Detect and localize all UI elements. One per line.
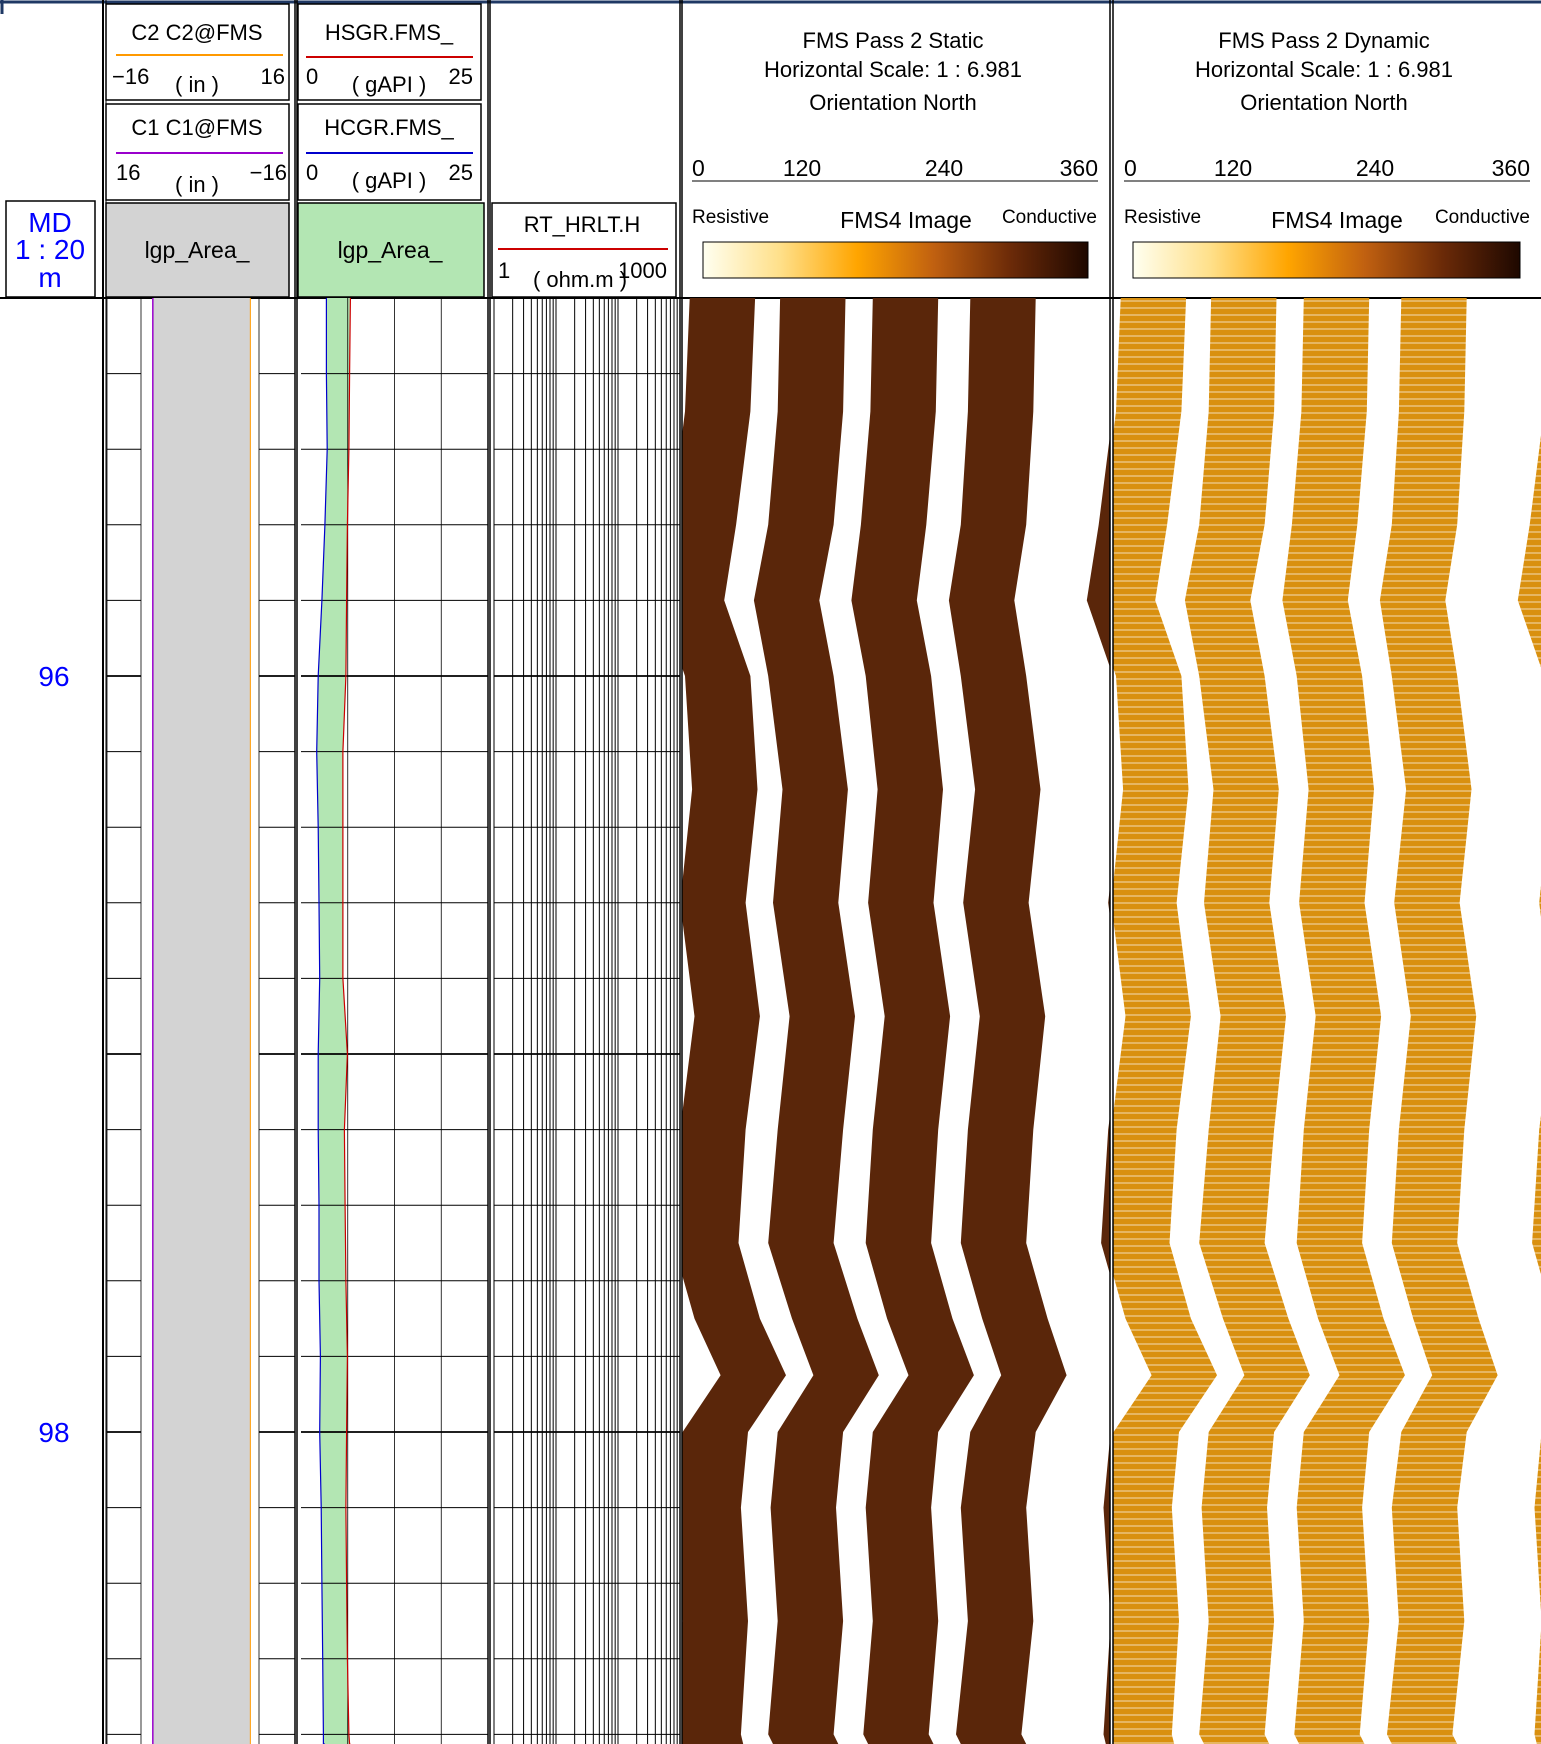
gamma-header: HSGR.FMS_ 0 ( gAPI ) 25 HCGR.FMS_ 0 ( gA…: [297, 3, 485, 298]
static-azimuth-tick-0: 0: [692, 155, 705, 181]
gamma-hcgr-right: 25: [449, 160, 473, 185]
gamma-header-box-1: [297, 3, 482, 101]
static-azimuth-tick-360: 360: [1060, 155, 1098, 181]
dynamic-pad-4: [1379, 298, 1498, 1744]
caliper-c1-unit: ( in ): [175, 172, 219, 197]
static-title-line-3: Orientation North: [809, 90, 977, 115]
log-header: MD 1 : 20 m C2 C2@FMS −16 ( in ) 16 C1 C…: [0, 0, 1541, 299]
static-pad-1: [682, 298, 786, 1744]
dynamic-image-header: FMS Pass 2 Dynamic Horizontal Scale: 1 :…: [1124, 28, 1530, 279]
static-pad-3: [851, 298, 974, 1744]
caliper-c1-name: C1 C1@FMS: [131, 115, 262, 140]
depth-track: 96 98: [38, 661, 69, 1448]
static-colorbar: [702, 241, 1089, 279]
depth-header-line-1: MD: [28, 207, 72, 238]
gamma-header-box-2: [297, 103, 482, 201]
gamma-fill-legend: [297, 202, 485, 298]
resistivity-left: 1: [498, 258, 510, 283]
static-pad-2: [753, 298, 879, 1744]
static-azimuth-tick-240: 240: [925, 155, 963, 181]
gamma-track: [301, 297, 488, 1744]
gamma-hsgr-curve: [342, 297, 351, 1744]
dynamic-pad-2: [1184, 298, 1310, 1744]
caliper-c1-right: −16: [250, 160, 287, 185]
depth-header-line-3: m: [38, 262, 61, 293]
depth-label-96: 96: [38, 661, 69, 692]
resistivity-right: 1000: [618, 258, 667, 283]
depth-label-98: 98: [38, 1417, 69, 1448]
caliper-c2-unit: ( in ): [175, 72, 219, 97]
static-image-track: [423, 298, 1110, 1744]
gamma-hsgr-left: 0: [306, 64, 318, 89]
dynamic-pad-1: [1113, 298, 1217, 1744]
gamma-hcgr-curve: [316, 298, 328, 1744]
dynamic-title-line-1: FMS Pass 2 Dynamic: [1218, 28, 1430, 53]
caliper-c2-right: 16: [261, 64, 285, 89]
static-title-line-1: FMS Pass 2 Static: [803, 28, 984, 53]
caliper-fill-label: lgp_Area_: [145, 237, 251, 263]
dynamic-pad-3: [1282, 298, 1405, 1744]
caliper-track: [106, 298, 295, 1744]
static-legend-resistive: Resistive: [692, 207, 769, 228]
caliper-c2-left: −16: [112, 64, 149, 89]
dynamic-legend-title: FMS4 Image: [1271, 207, 1403, 233]
caliper-fill-legend: [105, 202, 290, 298]
dynamic-azimuth-tick-120: 120: [1214, 155, 1252, 181]
static-pad-4: [521, 298, 639, 1744]
dynamic-legend-conductive: Conductive: [1435, 207, 1530, 228]
gamma-fill-area: [316, 298, 351, 1744]
dynamic-legend-resistive: Resistive: [1124, 207, 1201, 228]
caliper-fill-area: [152, 298, 251, 1744]
dynamic-title-line-2: Horizontal Scale: 1 : 6.981: [1195, 57, 1453, 82]
dynamic-title-line-3: Orientation North: [1240, 90, 1408, 115]
dynamic-colorbar: [1132, 241, 1521, 279]
static-pad-1: [1086, 435, 1110, 1744]
static-pad-4: [948, 298, 1067, 1744]
static-title-line-2: Horizontal Scale: 1 : 6.981: [764, 57, 1022, 82]
gamma-hsgr-right: 25: [449, 64, 473, 89]
resistivity-curve-name: RT_HRLT.H: [524, 212, 641, 237]
resistivity-unit: ( ohm.m ): [533, 267, 627, 292]
caliper-header: C2 C2@FMS −16 ( in ) 16 C1 C1@FMS 16 ( i…: [105, 3, 290, 298]
static-azimuth-tick-120: 120: [783, 155, 821, 181]
dynamic-image-track: [1113, 298, 1541, 1744]
static-image-header: FMS Pass 2 Static Horizontal Scale: 1 : …: [692, 28, 1098, 279]
gamma-hcgr-unit: ( gAPI ): [352, 168, 427, 193]
resistivity-track: [493, 298, 681, 1744]
static-legend-conductive: Conductive: [1002, 207, 1097, 228]
static-legend-title: FMS4 Image: [840, 207, 972, 233]
gamma-hcgr-name: HCGR.FMS_: [324, 115, 454, 140]
resistivity-header: RT_HRLT.H 1 ( ohm.m ) 1000: [491, 202, 677, 298]
depth-header-line-2: 1 : 20: [15, 234, 85, 265]
gamma-hsgr-unit: ( gAPI ): [352, 72, 427, 97]
dynamic-azimuth-tick-240: 240: [1356, 155, 1394, 181]
caliper-c2-name: C2 C2@FMS: [131, 20, 262, 45]
dynamic-azimuth-tick-360: 360: [1492, 155, 1530, 181]
static-pad-3: [423, 298, 546, 1744]
dynamic-pad-1: [1517, 435, 1541, 1744]
dynamic-azimuth-tick-0: 0: [1124, 155, 1137, 181]
caliper-c1-left: 16: [116, 160, 140, 185]
track-borders: [102, 0, 1114, 1744]
depth-header-box: [5, 200, 96, 298]
gamma-fill-label: lgp_Area_: [338, 237, 444, 263]
gamma-hcgr-left: 0: [306, 160, 318, 185]
depth-header: MD 1 : 20 m: [5, 200, 96, 298]
gamma-hsgr-name: HSGR.FMS_: [325, 20, 454, 45]
